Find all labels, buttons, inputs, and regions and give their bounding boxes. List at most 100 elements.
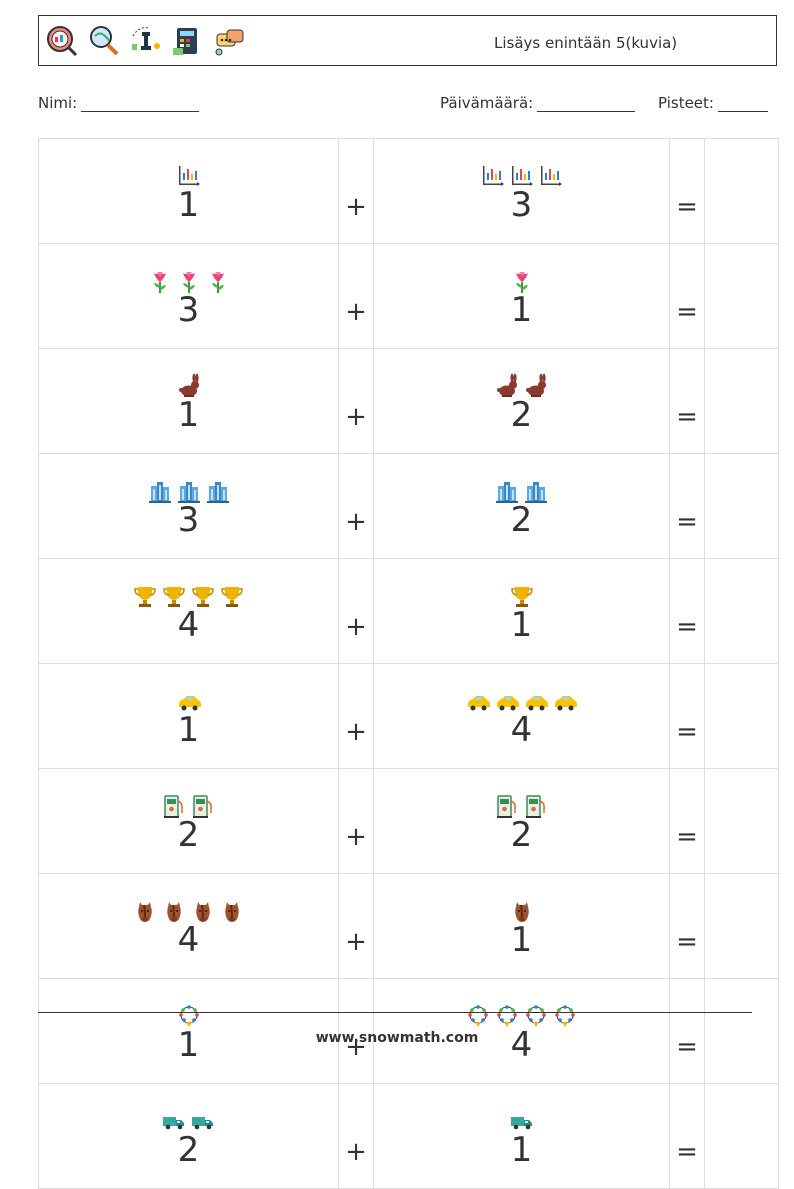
flower-icon — [182, 272, 195, 293]
score-label: Pisteet: — [658, 94, 714, 112]
name-field: Nimi: — [38, 94, 200, 112]
score-line[interactable] — [717, 95, 768, 112]
problem-row: 2 +2 = — [38, 768, 779, 874]
building-icon — [177, 482, 200, 503]
picture-group — [374, 478, 669, 504]
fuel-pump-icon — [164, 795, 183, 818]
operand-number: 1 — [510, 290, 533, 330]
operand-number: 2 — [510, 815, 533, 855]
equals-sign: = — [669, 873, 705, 979]
operand-number: 2 — [177, 1130, 200, 1170]
operand-number: 3 — [510, 185, 533, 225]
picture-group — [39, 793, 338, 819]
chart-icon — [482, 166, 504, 186]
picture-group — [374, 688, 669, 714]
footer-divider — [38, 1012, 752, 1013]
operand-b: 1 — [373, 873, 670, 979]
picture-group — [39, 583, 338, 609]
operand-number: 1 — [510, 605, 533, 645]
operand-a: 3 — [38, 453, 339, 559]
trophy-icon — [192, 587, 214, 607]
equals-sign: = — [669, 1083, 705, 1189]
search-globe-icon — [90, 26, 119, 56]
horse-icon — [514, 902, 529, 922]
operand-a: 1 — [38, 663, 339, 769]
plus-sign: + — [338, 1083, 374, 1189]
name-line[interactable] — [81, 95, 200, 112]
picture-group — [39, 1003, 338, 1029]
operand-a: 2 — [38, 768, 339, 874]
answer-box[interactable] — [704, 768, 779, 874]
problem-row: 1 +3 = — [38, 138, 779, 244]
picture-group — [374, 373, 669, 399]
answer-box[interactable] — [704, 558, 779, 664]
car-icon — [178, 696, 201, 711]
picture-group — [39, 898, 338, 924]
fuel-pump-icon — [193, 795, 212, 818]
answer-box[interactable] — [704, 243, 779, 349]
equals-sign: = — [669, 663, 705, 769]
operand-a: 2 — [38, 1083, 339, 1189]
picture-group — [374, 898, 669, 924]
answer-box[interactable] — [704, 453, 779, 559]
equals-sign: = — [669, 138, 705, 244]
problem-row: 3 +1 = — [38, 243, 779, 349]
equals-sign: = — [669, 453, 705, 559]
score-field: Pisteet: — [658, 94, 768, 112]
operand-number: 1 — [510, 920, 533, 960]
chat-bubbles-icon — [215, 29, 244, 56]
operand-a: 3 — [38, 243, 339, 349]
operand-number: 4 — [177, 920, 200, 960]
picture-group — [39, 478, 338, 504]
car-icon — [555, 696, 577, 711]
operand-b: 4 — [373, 663, 670, 769]
plus-sign: + — [338, 873, 374, 979]
date-field: Päivämäärä: — [440, 94, 636, 112]
plus-sign: + — [338, 558, 374, 664]
picture-group — [39, 163, 338, 189]
picture-group — [374, 163, 669, 189]
answer-box[interactable] — [704, 1083, 779, 1189]
rabbit-icon — [178, 373, 199, 397]
chart-icon — [178, 166, 200, 186]
flower-icon — [211, 272, 224, 293]
problem-row: 2 +1 = — [38, 1083, 779, 1189]
operand-number: 3 — [177, 290, 200, 330]
fuel-pump-icon — [497, 795, 516, 818]
picture-group — [374, 583, 669, 609]
rabbit-icon — [526, 373, 546, 397]
equals-sign: = — [669, 348, 705, 454]
problem-row: 3 +2 = — [38, 453, 779, 559]
answer-box[interactable] — [704, 873, 779, 979]
horse-icon — [196, 902, 210, 922]
necklace-icon — [468, 1005, 488, 1027]
worksheet-title: Lisäys enintään 5(kuvia) — [494, 34, 678, 52]
calculator-icon — [173, 28, 197, 55]
operand-number: 4 — [510, 710, 533, 750]
operand-a: 1 — [38, 348, 339, 454]
problem-row: 1 +4 = — [38, 663, 779, 769]
fuel-pump-icon — [526, 795, 545, 818]
building-icon — [206, 482, 229, 503]
answer-box[interactable] — [704, 348, 779, 454]
plus-sign: + — [338, 453, 374, 559]
car-icon — [497, 696, 519, 711]
problem-row: 1 +2 = — [38, 348, 779, 454]
operand-a: 4 — [38, 558, 339, 664]
name-label: Nimi: — [38, 94, 78, 112]
car-icon — [526, 696, 548, 711]
trophy-icon — [510, 587, 533, 607]
date-line[interactable] — [537, 95, 636, 112]
horse-icon — [138, 902, 152, 922]
horse-icon — [167, 902, 181, 922]
equals-sign: = — [669, 558, 705, 664]
picture-group — [39, 268, 338, 294]
answer-box[interactable] — [704, 138, 779, 244]
operand-b: 2 — [373, 348, 670, 454]
building-icon — [496, 482, 518, 503]
necklace-icon — [497, 1005, 517, 1027]
plus-sign: + — [338, 348, 374, 454]
rabbit-icon — [497, 373, 517, 397]
operand-b: 1 — [373, 1083, 670, 1189]
answer-box[interactable] — [704, 663, 779, 769]
